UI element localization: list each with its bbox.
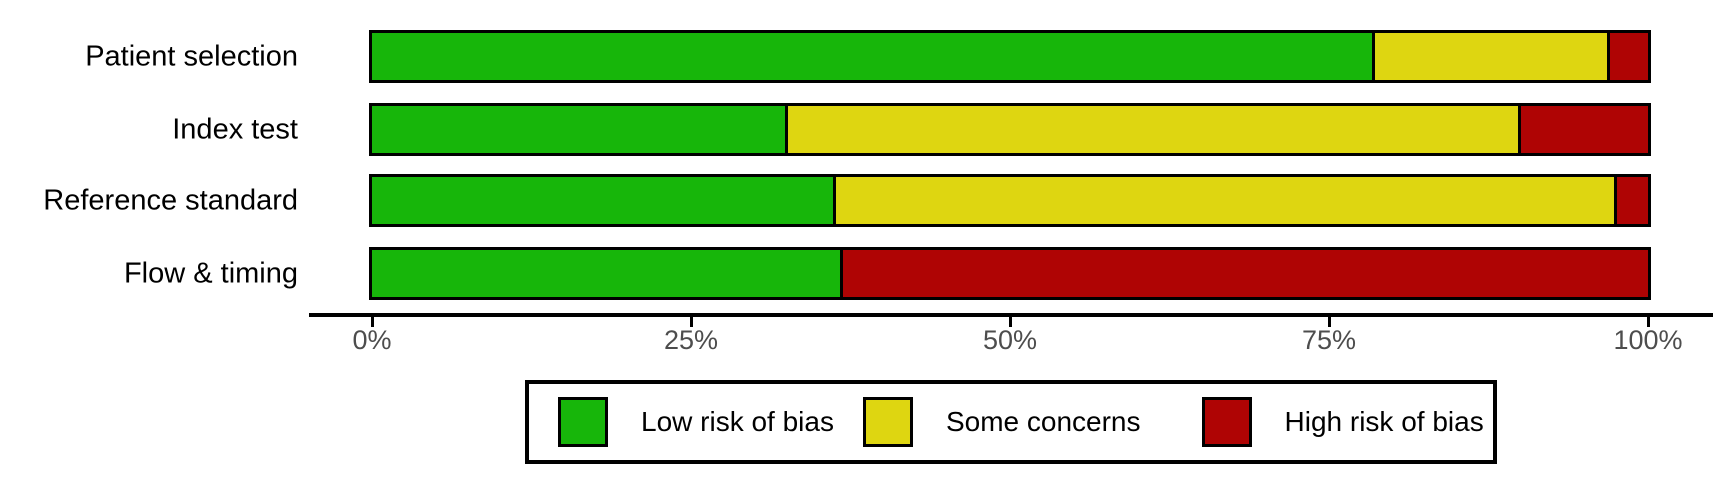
bar-segment-low-risk-of-bias (372, 177, 833, 224)
legend-swatch-some-concerns (862, 397, 913, 447)
bar-segment-low-risk-of-bias (372, 106, 786, 153)
bar-segment-low-risk-of-bias (372, 33, 1373, 80)
category-label: Flow & timing (123, 257, 298, 289)
bar-segment-low-risk-of-bias (372, 250, 841, 297)
x-axis-tick-mark (1328, 317, 1331, 327)
stacked-bar (369, 103, 1651, 156)
bar-segment-some-concerns (1372, 33, 1608, 80)
bar-segment-high-risk-of-bias (1613, 177, 1648, 224)
x-axis-tick-mark (1647, 317, 1650, 327)
x-axis-tick-mark (690, 317, 693, 327)
legend-item: High risk of bias (1201, 397, 1484, 447)
legend-box: Low risk of bias Some concerns High risk o… (525, 380, 1497, 464)
x-axis-line (309, 313, 1713, 317)
x-axis-tick-mark (1009, 317, 1012, 327)
bar-segment-some-concerns (832, 177, 1614, 224)
x-axis-tick-label: 75% (1301, 325, 1357, 355)
stacked-bar (369, 30, 1651, 83)
category-label: Patient selection (85, 40, 298, 72)
legend-swatch-low-risk-of-bias (558, 397, 608, 447)
legend-item: Some concerns (862, 397, 1141, 447)
stacked-bar (369, 174, 1651, 227)
bar-segment-high-risk-of-bias (1517, 106, 1648, 153)
legend-item: Low risk of bias (558, 397, 834, 447)
legend-swatch-high-risk-of-bias (1201, 397, 1252, 447)
category-label: Index test (172, 113, 298, 145)
x-axis-tick-label: 100% (1613, 325, 1683, 355)
x-axis-tick-mark (371, 317, 374, 327)
bar-segment-some-concerns (785, 106, 1518, 153)
stacked-bar (369, 247, 1651, 300)
legend-label: High risk of bias (1284, 406, 1484, 437)
legend-label: Low risk of bias (641, 406, 834, 437)
bar-segment-high-risk-of-bias (1607, 33, 1648, 80)
legend-label: Some concerns (945, 406, 1141, 437)
category-label: Reference standard (43, 184, 298, 216)
x-axis-tick-label: 0% (352, 325, 392, 355)
x-axis-tick-label: 25% (663, 325, 719, 355)
bar-segment-high-risk-of-bias (840, 250, 1648, 297)
x-axis-tick-label: 50% (982, 325, 1038, 355)
